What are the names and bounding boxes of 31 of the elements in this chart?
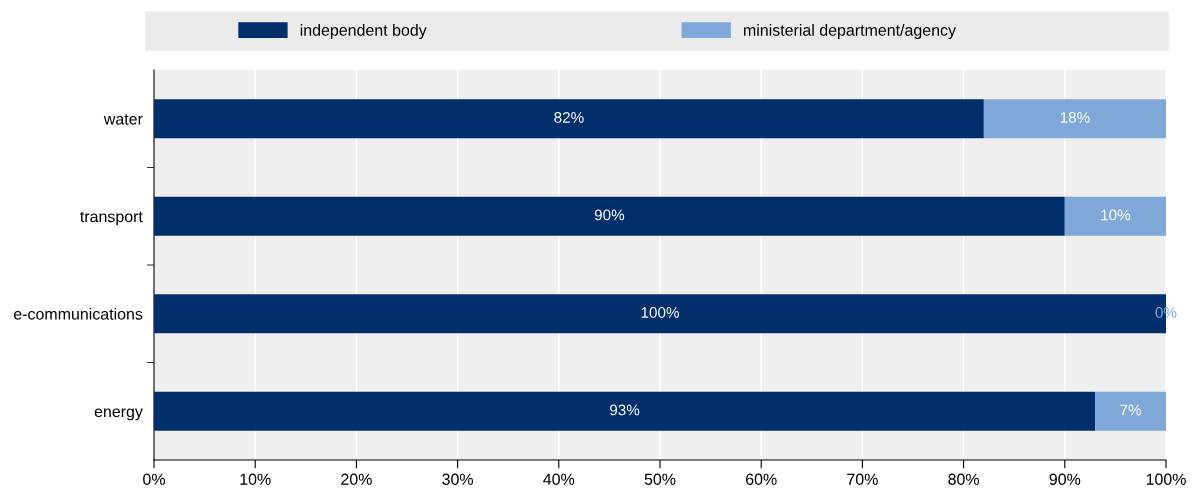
x-tick-label: 70% (847, 473, 878, 485)
x-tick-label: 30% (442, 473, 474, 485)
y-tick-label: e-communications (13, 307, 143, 320)
data-label: 100% (641, 307, 679, 318)
y-tick-label: water (103, 114, 143, 125)
bar (154, 391, 1096, 431)
data-label: 7% (1120, 404, 1142, 416)
data-label: 0% (1155, 307, 1177, 318)
legend-label: ministerial department/agency (744, 24, 956, 39)
x-tick-label: 20% (341, 473, 372, 485)
x-tick-label: 60% (746, 473, 777, 485)
data-label: 18% (1060, 112, 1090, 123)
data-label: 93% (610, 404, 640, 416)
x-tick-label: 0% (143, 473, 165, 485)
legend-label: independent body (300, 24, 427, 39)
data-label: 10% (1101, 209, 1131, 221)
x-tick-label: 50% (644, 473, 676, 485)
bar (983, 99, 1166, 139)
bar (154, 99, 984, 139)
x-tick-label: 90% (1049, 473, 1081, 485)
bar (1095, 391, 1166, 431)
y-tick-label: transport (80, 211, 143, 226)
y-tick-label: energy (94, 408, 143, 421)
x-tick-label: 100% (1146, 473, 1186, 485)
bar (1064, 196, 1166, 236)
x-tick-label: 10% (240, 473, 271, 485)
x-tick-label: 80% (948, 473, 980, 485)
x-tick-label: 40% (543, 473, 575, 485)
data-label: 90% (594, 209, 625, 221)
data-label: 82% (554, 112, 584, 123)
bar (154, 196, 1065, 236)
